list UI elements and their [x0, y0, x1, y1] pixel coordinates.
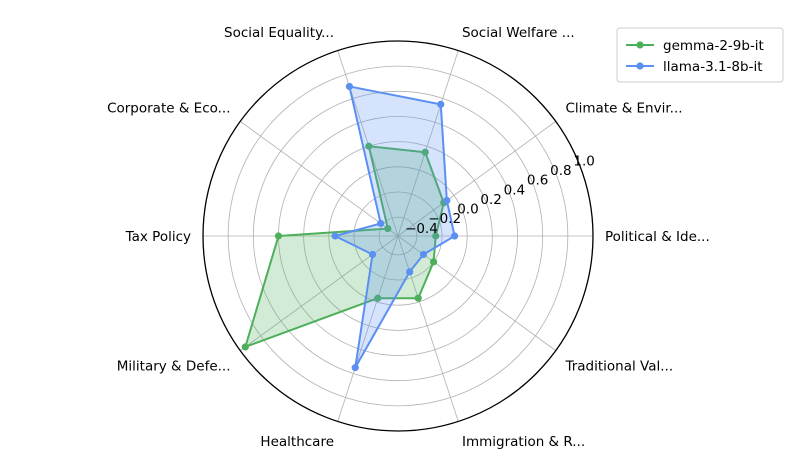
grid-spoke: [397, 235, 459, 422]
grid-spoke: [240, 121, 399, 237]
radial-tick-labels: −0.4−0.20.00.20.40.60.81.0: [405, 153, 595, 236]
outer-ring: [202, 40, 594, 432]
series-layer: [241, 82, 459, 372]
series-point-0-0: [432, 232, 440, 240]
grid-spoke: [397, 121, 556, 237]
series-point-1-8: [406, 268, 414, 276]
radial-tick-label: 1.0: [573, 153, 594, 169]
grid-spoke: [337, 235, 399, 422]
grid-spoke: [397, 50, 459, 237]
category-label: Immigration & R...: [462, 434, 585, 450]
series-point-1-7: [351, 364, 359, 372]
category-label: Climate & Envir...: [565, 100, 682, 116]
legend-box: [616, 27, 784, 83]
series-area-0: [245, 146, 444, 347]
series-point-1-6: [368, 250, 377, 259]
legend-marker-1: [636, 62, 644, 70]
series-point-0-3: [365, 142, 373, 150]
series-point-1-4: [377, 219, 385, 228]
legend-label-0: gemma-2-9b-it: [663, 38, 764, 54]
series-point-0-6: [241, 343, 249, 351]
series-point-1-0: [451, 232, 459, 240]
series-point-0-7: [374, 294, 382, 302]
series-point-1-2: [437, 100, 445, 108]
legend-marker-0: [636, 41, 644, 49]
series-point-0-8: [414, 294, 422, 302]
radial-tick-label: 0.4: [504, 182, 525, 198]
legend-label-1: llama-3.1-8b-it: [663, 59, 762, 75]
radial-tick-label: 0.8: [550, 163, 571, 179]
category-label: Tax Policy: [125, 229, 191, 245]
category-label: Healthcare: [260, 434, 334, 450]
series-point-1-5: [331, 232, 339, 240]
category-label: Corporate & Eco...: [107, 100, 230, 116]
series-point-0-9: [430, 258, 438, 266]
category-label: Political & Ide...: [605, 229, 710, 245]
category-label: Social Welfare ...: [462, 25, 575, 41]
series-point-1-1: [443, 196, 451, 205]
radial-tick-label: 0.6: [527, 173, 548, 189]
category-label: Traditional Val...: [564, 359, 673, 375]
series-point-0-5: [274, 232, 283, 240]
series-point-0-2: [421, 148, 429, 156]
category-labels: Political & Ide... Climate & Envir... Soci…: [107, 25, 710, 450]
radial-tick-label: 0.0: [457, 202, 478, 218]
category-label: Social Equality...: [224, 25, 334, 41]
series-point-0-4: [384, 225, 392, 233]
series-point-1-3: [345, 82, 353, 91]
radial-tick-label: −0.4: [405, 221, 438, 237]
series-point-1-9: [419, 250, 428, 259]
radial-tick-label: −0.2: [428, 211, 461, 227]
category-label: Military & Defe...: [117, 359, 231, 375]
legend: gemma-2-9b-it llama-3.1-8b-it: [616, 27, 784, 83]
radial-tick-label: 0.2: [480, 192, 501, 208]
series-area-1: [335, 86, 455, 368]
